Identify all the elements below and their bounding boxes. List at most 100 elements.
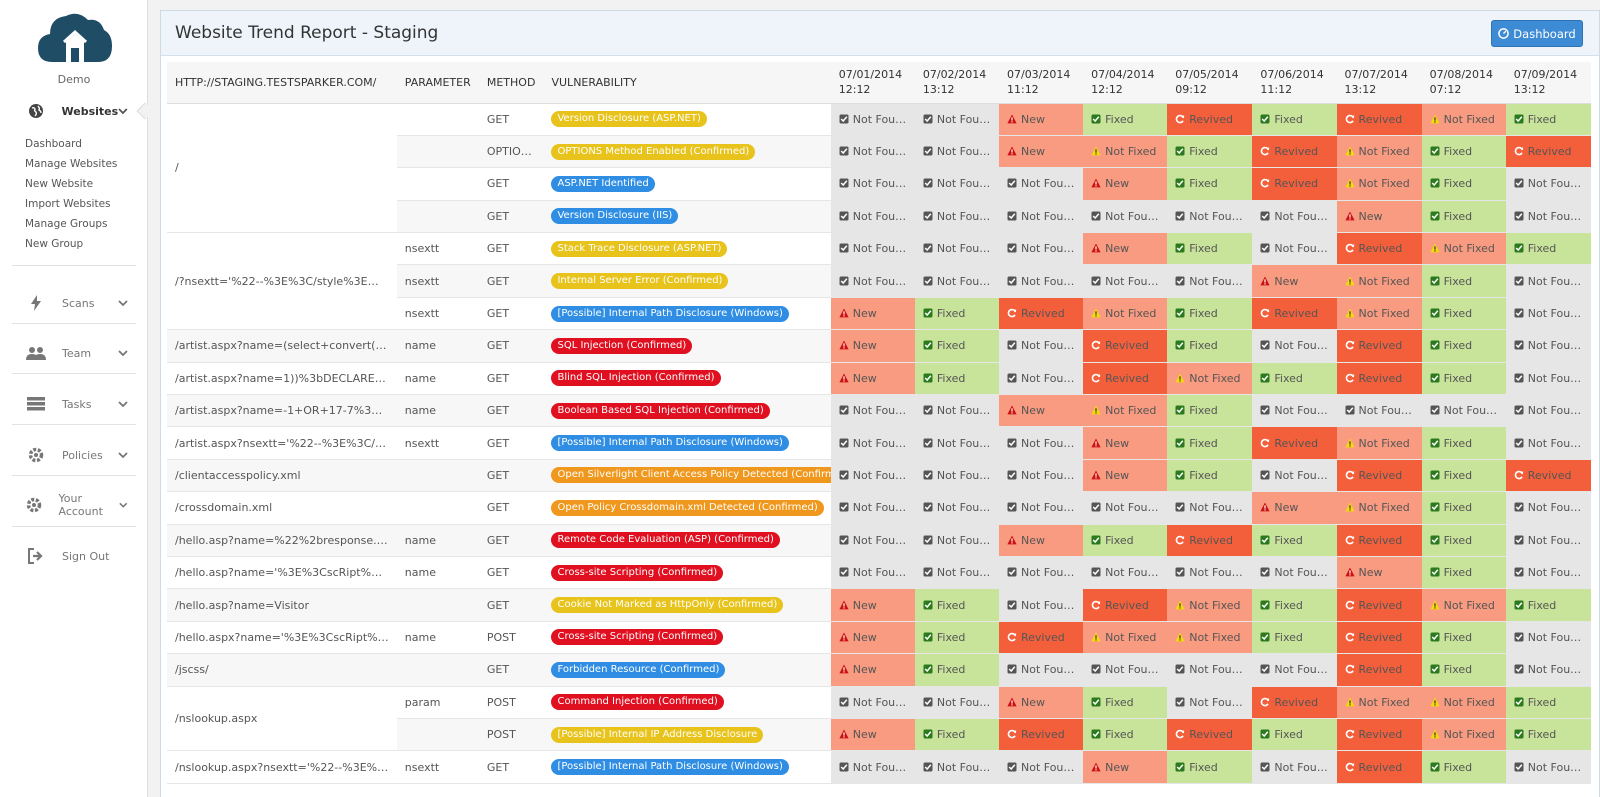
nav-tasks[interactable]: Tasks (12, 391, 136, 417)
vulnerability-badge[interactable]: Internal Server Error (Confirmed) (551, 273, 729, 290)
status-cell-revived: Revived (998, 297, 1084, 331)
status-cell-nf: Not Found (998, 232, 1084, 266)
checkbox-icon (1430, 470, 1440, 480)
status-label: Not Found (852, 533, 910, 547)
url-cell[interactable]: /clientaccesspolicy.xml (167, 459, 397, 493)
vulnerability-badge[interactable]: Cross-site Scripting (Confirmed) (551, 564, 724, 581)
warning-icon (1260, 502, 1270, 512)
checkbox-icon (1007, 502, 1017, 512)
checkbox-icon (1260, 243, 1270, 253)
status-label: Not Found (1274, 468, 1331, 482)
vulnerability-badge[interactable]: Stack Trace Disclosure (ASP.NET) (551, 240, 728, 257)
vulnerability-badge[interactable]: [Possible] Internal Path Disclosure (Win… (551, 759, 789, 775)
vulnerability-badge[interactable]: [Possible] Internal Path Disclosure (Win… (551, 305, 789, 322)
vulnerability-badge[interactable]: ASP.NET Identified (551, 175, 655, 192)
nav-dashboard[interactable]: Dashboard (25, 138, 82, 150)
status-cell-fixed: Fixed (1167, 329, 1253, 363)
vulnerability-badge[interactable]: Version Disclosure (IIS) (551, 208, 679, 225)
url-cell[interactable]: /artist.aspx?name=1))%3bDECLARE%2f... (167, 362, 397, 396)
vulnerability-badge[interactable]: Cookie Not Marked as HttpOnly (Confirmed… (551, 597, 784, 614)
method-cell: POST (478, 718, 544, 752)
nav-new-group[interactable]: New Group (25, 238, 84, 250)
method-cell: GET (478, 524, 544, 557)
status-cell-nf: Not Found (998, 362, 1084, 396)
column-header-date: 07/06/2014 11:12 (1252, 62, 1337, 104)
status-cell-new: New (1083, 426, 1168, 460)
divider (12, 526, 136, 527)
url-cell[interactable]: /artist.aspx?name=(select+convert(int%..… (167, 329, 397, 363)
status-cell-notfixed: Not Fixed (1167, 588, 1253, 622)
vulnerability-badge[interactable]: Open Silverlight Client Access Policy De… (551, 467, 831, 484)
url-cell[interactable]: /crossdomain.xml (167, 491, 397, 525)
checkbox-icon (1260, 762, 1270, 771)
nav-your-account[interactable]: Your Account (12, 492, 136, 518)
nav-sign-out[interactable]: Sign Out (12, 543, 136, 569)
status-cell-nf: Not Found (1083, 264, 1168, 298)
dashboard-button[interactable]: Dashboard (1491, 20, 1583, 47)
url-cell[interactable]: /hello.aspx?name='%3E%3CscRipt%3En... (167, 621, 397, 655)
vulnerability-badge[interactable]: SQL Injection (Confirmed) (551, 337, 693, 354)
checkbox-icon (1091, 664, 1101, 674)
nav-websites[interactable]: Websites (12, 98, 136, 124)
url-cell[interactable]: /jscss/ (167, 653, 397, 687)
status-cell-fixed: Fixed (1421, 750, 1506, 784)
checkbox-icon (1007, 340, 1017, 350)
url-cell[interactable]: /nslookup.aspx (167, 686, 397, 752)
url-cell[interactable]: /artist.aspx?name=-1+OR+17-7%3d10 (167, 394, 397, 428)
status-label: Revived (1105, 371, 1149, 385)
scan-time: 13:12 (1513, 83, 1546, 97)
status-label: Not Found (1020, 371, 1078, 385)
status-label: Revived (1358, 112, 1403, 126)
vulnerability-badge[interactable]: Cross-site Scripting (Confirmed) (551, 629, 724, 646)
nav-team[interactable]: Team (12, 340, 136, 366)
vulnerability-badge[interactable]: [Possible] Internal IP Address Disclosur… (551, 726, 764, 743)
status-cell-new: New (1083, 167, 1168, 201)
vulnerability-badge[interactable]: Command Injection (Confirmed) (551, 694, 724, 711)
vulnerability-badge[interactable]: Boolean Based SQL Injection (Confirmed) (551, 402, 770, 419)
nav-import-websites[interactable]: Import Websites (25, 198, 111, 210)
vulnerability-badge[interactable]: [Possible] Internal Path Disclosure (Win… (551, 435, 789, 452)
url-cell[interactable]: /hello.asp?name='%3E%3CscRipt%3Ene... (167, 556, 397, 590)
warning-icon (1175, 632, 1185, 642)
vulnerability-badge[interactable]: OPTIONS Method Enabled (Confirmed) (551, 143, 756, 160)
status-label: Not Found (1189, 209, 1246, 223)
vulnerability-badge[interactable]: Version Disclosure (ASP.NET) (551, 111, 707, 128)
vulnerability-badge[interactable]: Remote Code Evaluation (ASP) (Confirmed) (551, 532, 780, 549)
nav-policies[interactable]: Policies (12, 442, 136, 468)
refresh-icon (1261, 179, 1270, 188)
status-cell-nf: Not Found (1167, 653, 1253, 687)
url-cell[interactable]: /hello.asp?name=Visitor (167, 588, 397, 622)
url-cell[interactable]: /artist.aspx?nsextt='%22--%3E%3C/style..… (167, 426, 397, 460)
checkbox-icon (1260, 632, 1270, 642)
warning-icon (1091, 243, 1101, 253)
table-header-row: HTTP://STAGING.TESTSPARKER.COM/ PARAMETE… (167, 62, 1591, 104)
url-cell[interactable]: /hello.asp?name=%22%2bresponse.wri... (167, 524, 397, 557)
vulnerability-badge[interactable]: Forbidden Resource (Confirmed) (551, 661, 726, 678)
url-cell[interactable]: /?nsextt='%22--%3E%3C/style%3E%3C/s... (167, 232, 397, 331)
column-header-method: METHOD (478, 62, 544, 104)
status-cell-fixed: Fixed (1083, 103, 1168, 136)
vulnerability-badge[interactable]: Open Policy Crossdomain.xml Detected (Co… (551, 499, 824, 516)
status-label: New (1274, 501, 1299, 515)
nav-scans[interactable]: Scans (12, 290, 136, 316)
status-cell-revived: Revived (1252, 135, 1337, 169)
status-cell-notfixed: Not Fixed (1421, 103, 1506, 136)
parameter-cell: name (396, 362, 479, 396)
checkbox-icon (923, 470, 933, 480)
status-cell-nf: Not Found (1505, 524, 1591, 557)
url-cell[interactable]: /nslookup.aspx?nsextt='%22--%3E%3C/... (167, 750, 397, 784)
checkbox-icon (923, 243, 933, 253)
table-row: /hello.asp?name=Visitor GET Cookie Not Mar… (167, 588, 1591, 622)
status-label: New (852, 598, 877, 612)
status-label: Not Fixed (1443, 112, 1495, 126)
nav-manage-groups[interactable]: Manage Groups (25, 218, 108, 230)
cloud-logo-icon[interactable] (38, 12, 112, 62)
url-cell[interactable]: / (167, 103, 397, 234)
status-cell-new: New (1252, 491, 1337, 525)
method-cell: GET (478, 200, 544, 234)
nav-manage-websites[interactable]: Manage Websites (25, 158, 118, 170)
checkbox-icon (839, 114, 849, 124)
status-label: Not Found (1274, 760, 1331, 774)
vulnerability-badge[interactable]: Blind SQL Injection (Confirmed) (551, 370, 721, 387)
nav-new-website[interactable]: New Website (25, 178, 94, 190)
